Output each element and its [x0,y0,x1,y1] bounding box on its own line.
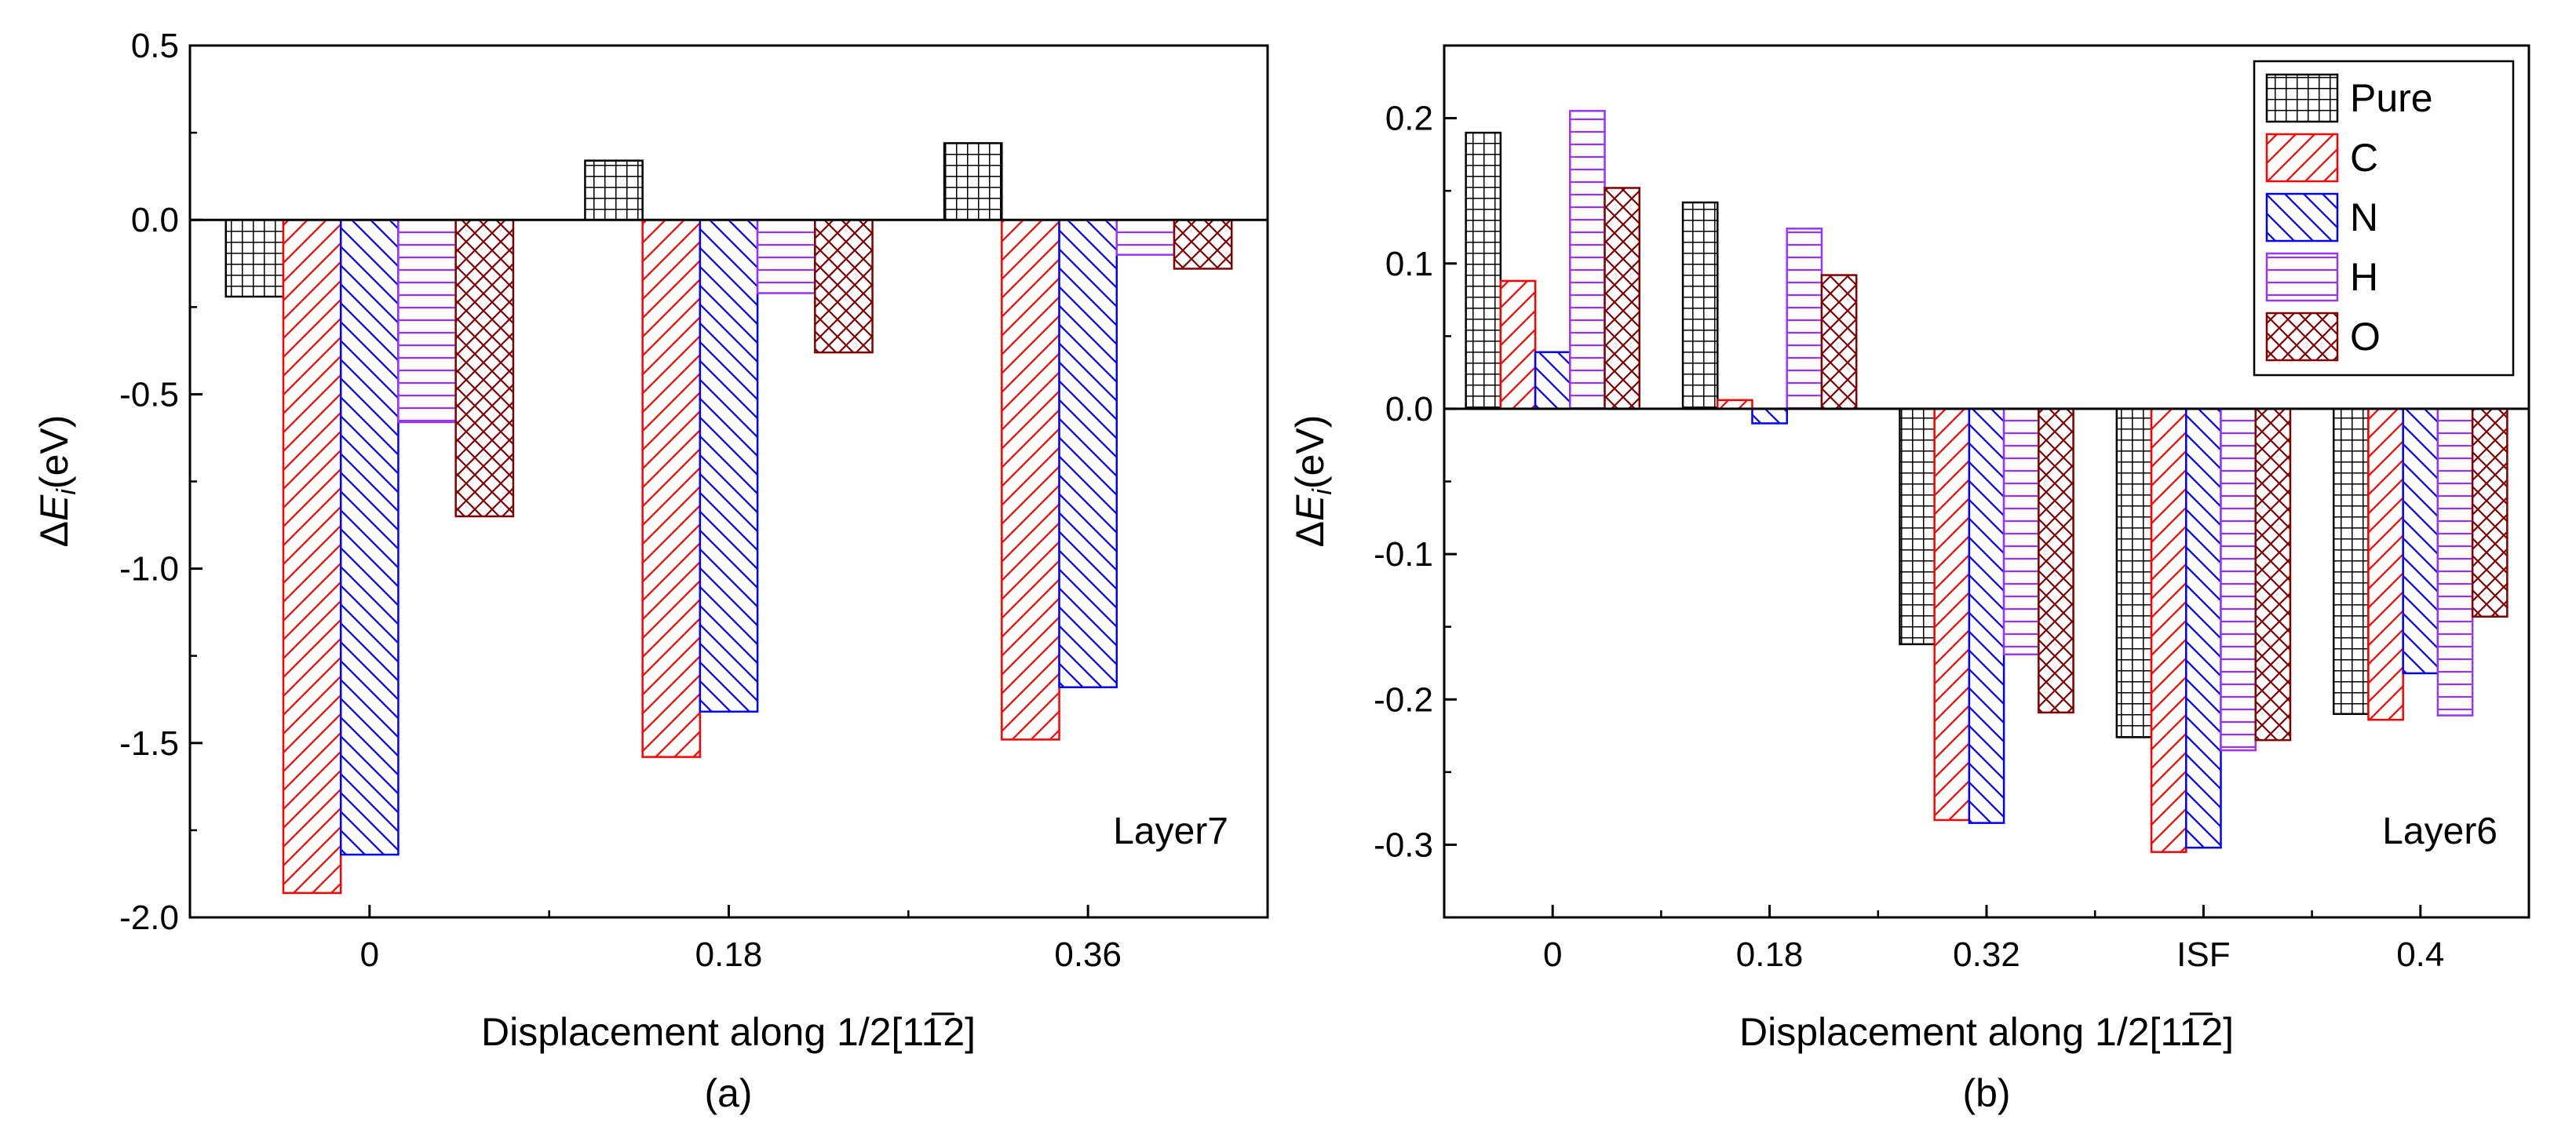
x-tick-label: 0 [1543,935,1562,974]
x-tick-label: 0.18 [1736,935,1804,974]
chart-panel-b: 0.2 0.1 0.0 -0.1 -0.2 -0.3 0 0.18 0.32 ISF 0.4 La… [1288,44,2530,1115]
bar-H-0.18 [756,218,816,294]
legend-label-O: O [2350,315,2381,359]
y-tick-label: -0.5 [119,375,179,414]
bar-C-0.18 [1717,399,1753,410]
bar-N-0 [1534,351,1571,410]
y-tick-label: 0.5 [131,27,179,65]
y-tick-label: 0.1 [1385,245,1433,283]
bar-N-ISF [2185,407,2222,849]
bar-Pure-0 [1465,131,1502,410]
bars-b [1465,110,2508,853]
bar-H-0 [1569,110,1606,410]
bar-N-0 [339,218,400,856]
bar-H-ISF [2220,407,2257,752]
y-label-unit-a: (eV) [32,415,76,489]
y-tick-label: -0.3 [1374,826,1433,864]
bar-N-0.36 [1058,218,1118,688]
bar-C-0.36 [1001,218,1060,741]
bar-Pure-0 [224,218,285,298]
bar-Pure-0.18 [584,159,644,221]
y-tick-label: -2.0 [119,899,179,937]
legend-label-Pure: Pure [2350,76,2433,120]
bar-C-0.4 [2367,407,2404,721]
x-tick-label: 0.4 [2396,935,2444,974]
x-tick-label: 0.32 [1953,935,2020,974]
bar-H-0.36 [1115,218,1176,256]
y-label-delta-b: Δ [1288,521,1332,547]
bar-Pure-0.18 [1681,201,1719,410]
bar-O-0.36 [1173,218,1233,270]
bar-C-0.32 [1933,407,1971,822]
bar-O-0 [1604,187,1641,410]
legend-label-N: N [2350,195,2378,239]
bar-C-0.18 [641,218,702,758]
bar-N-0.18 [1751,407,1788,425]
y-axis-label-a: ΔEi(eV) [32,415,82,548]
bar-H-0.4 [2436,407,2474,716]
x-tick-label: ISF [2176,935,2230,974]
x-tick-label: 0 [360,935,379,974]
legend-swatch-O [2265,312,2339,362]
y-ticks-b: 0.2 0.1 0.0 -0.1 -0.2 -0.3 [1374,100,1457,919]
y-axis-label-b: ΔEi(eV) [1288,415,1337,548]
layer-label-b: Layer6 [2382,811,2498,852]
bar-N-0.32 [1968,407,2005,824]
y-label-delta-a: Δ [32,521,76,547]
x-tick-label: 0.18 [695,935,763,974]
y-label-unit-b: (eV) [1288,415,1332,489]
bars-a [224,142,1233,895]
bar-O-0.32 [2038,407,2074,714]
bar-O-0.18 [814,218,874,354]
legend-swatch-H [2265,252,2339,302]
x-axis-label-b: Displacement along 1/2[11̅2] [1739,1010,2234,1054]
bar-O-0 [454,218,515,518]
y-label-sub-b: i [1308,488,1337,495]
bar-O-0.18 [1820,274,1858,410]
bar-C-0 [282,218,342,895]
y-tick-label: -1.0 [119,550,179,589]
y-label-var-b: E [1288,494,1332,521]
bar-Pure-0.36 [943,142,1003,221]
x-ticks-b: 0 0.18 0.32 ISF 0.4 [1543,905,2444,974]
subcaption-b: (b) [1962,1071,2010,1115]
legend-label-H: H [2350,255,2378,299]
y-tick-label: 0.0 [131,201,179,239]
bar-Pure-0.32 [1899,407,1936,646]
legend-swatch-C [2265,133,2339,183]
y-tick-label: 0.2 [1385,100,1433,138]
y-tick-label: -1.5 [119,724,179,763]
bar-N-0.4 [2402,407,2439,675]
y-ticks-a: 0.5 0.0 -0.5 -1.0 -1.5 -2.0 [119,27,203,937]
x-ticks-a: 0 0.18 0.36 [360,905,1122,974]
x-tick-label: 0.36 [1054,935,1122,974]
y-tick-label: -0.2 [1374,680,1433,719]
y-label-sub-a: i [52,488,82,495]
bar-C-ISF [2150,407,2187,853]
bar-H-0.32 [2002,407,2040,656]
chart-panel-a: 0.50.0-0.5-1.0-1.5-2.0 0 0.18 0.36 Layer7 … [32,27,1269,1115]
bar-Pure-0.4 [2332,407,2370,716]
layer-label-a: Layer7 [1113,811,1228,852]
y-tick-label: -0.1 [1374,535,1433,574]
bar-O-ISF [2254,407,2292,742]
x-axis-label-a: Displacement along 1/2[11̅2] [481,1010,976,1054]
bar-C-0 [1499,279,1537,410]
bar-N-0.18 [699,218,759,713]
bar-O-0.4 [2471,407,2508,618]
legend-label-C: C [2350,136,2378,180]
legend-swatch-N [2265,192,2339,242]
bar-H-0 [397,218,457,424]
y-tick-label: 0.0 [1385,390,1433,428]
y-label-var-a: E [32,494,76,521]
legend-swatch-Pure [2265,73,2339,123]
bar-H-0.18 [1786,228,1823,410]
bar-Pure-ISF [2115,407,2153,738]
subcaption-a: (a) [704,1071,752,1115]
